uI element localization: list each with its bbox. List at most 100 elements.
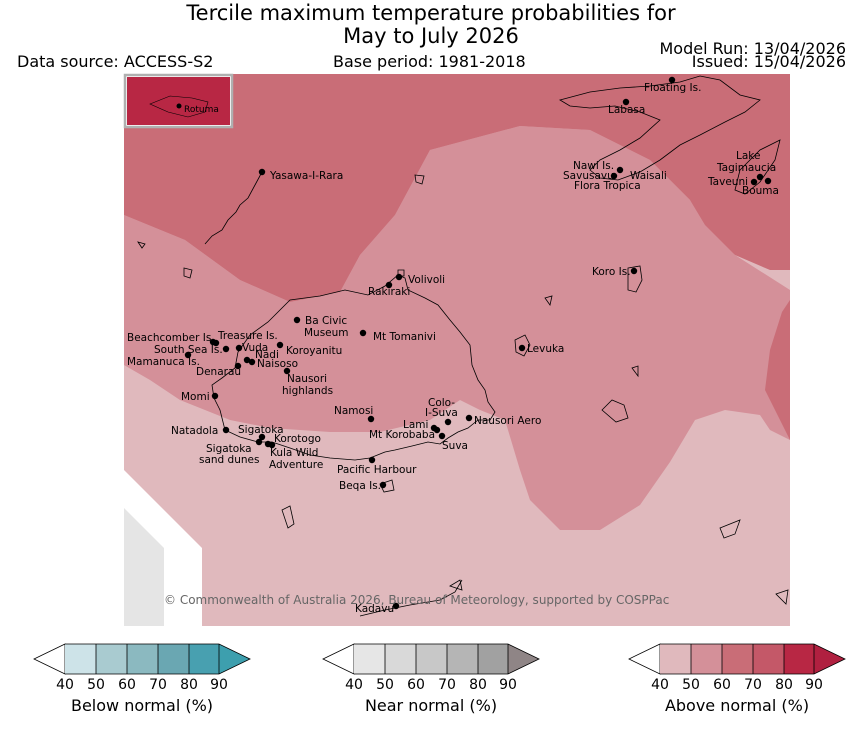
copyright-notice: © Commonwealth of Australia 2026, Bureau… — [164, 593, 669, 607]
chart-title: Tercile maximum temperature probabilitie… — [0, 2, 862, 48]
coastline-viti-levu — [211, 274, 496, 461]
legend-above-tick-90: 90 — [805, 677, 823, 693]
label-flora-tropica: Flora Tropica — [574, 180, 641, 192]
no-data-grey — [124, 508, 164, 626]
legend-above-tick-80: 80 — [775, 677, 793, 693]
legend-below: 40 50 60 70 80 90 Below normal (%) — [33, 643, 251, 715]
legend-below-outline — [65, 643, 251, 675]
label-south-sea-is: South Sea Is. — [154, 344, 223, 356]
legend-near-tick-70: 70 — [438, 677, 456, 693]
coastline-taveuni — [734, 139, 781, 195]
label-floating-is: Floating Is. — [644, 82, 701, 94]
legend-near-swatch-5 — [478, 644, 508, 674]
label-koroyanitu: Koroyanitu — [286, 345, 342, 357]
label-rotuma: Rotuma — [184, 105, 219, 115]
legend-below-tick-60: 60 — [118, 677, 136, 693]
label-lake: Lake — [736, 150, 760, 162]
label-lami: Lami — [403, 419, 428, 431]
model-run: Model Run: 13/04/2026 — [659, 39, 847, 58]
legend-above-swatch-4 — [753, 644, 784, 674]
label-levuka: Levuka — [527, 343, 564, 355]
label-denarau: Denarau — [196, 366, 241, 378]
label-tagimaucia: Tagimaucia — [716, 162, 776, 174]
legend-below-swatch-5 — [189, 644, 219, 674]
label-nausori-highlands-2: highlands — [282, 385, 333, 397]
label-beachcomber: Beachcomber Is. — [127, 332, 215, 344]
label-sigatoka-dunes-2: sand dunes — [199, 454, 259, 466]
label-pacific-harbour: Pacific Harbour — [337, 464, 417, 476]
label-colo-i-suva-2: I-Suva — [425, 407, 458, 419]
legend-below-swatch-2 — [96, 644, 127, 674]
legend-below-tick-40: 40 — [56, 677, 74, 693]
label-beqa-is: Beqa Is. — [339, 480, 381, 492]
zone-above-60-north — [124, 74, 790, 302]
legend-near-low-arrow — [322, 643, 355, 675]
label-treasure-is: Treasure Is. — [217, 330, 278, 342]
legend-near-swatch-2 — [385, 644, 416, 674]
label-mamanuca: Mamanuca Is. — [127, 356, 200, 368]
label-korotogo: Korotogo — [274, 433, 321, 445]
label-kula-wild-1: Kula Wild — [270, 447, 318, 459]
legend-below-high-arrow — [219, 644, 250, 674]
legend-above-outline — [660, 643, 846, 675]
legend-below-low-arrow — [33, 643, 66, 675]
label-mt-tomanivi: Mt Tomanivi — [373, 331, 436, 343]
legend-near-tick-80: 80 — [469, 677, 487, 693]
legend-above-tick-60: 60 — [713, 677, 731, 693]
rotuma-marker — [176, 103, 182, 109]
data-source: Data source: ACCESS-S2 — [17, 52, 214, 71]
label-naisoso: Naisoso — [257, 358, 298, 370]
legend-below-swatch-1 — [65, 644, 96, 674]
legend-near-tick-50: 50 — [376, 677, 394, 693]
legend-below-swatch-3 — [127, 644, 158, 674]
label-museum: Museum — [304, 327, 349, 339]
label-mt-korobaba: Mt Korobaba — [369, 429, 435, 441]
legend-above-tick-70: 70 — [744, 677, 762, 693]
inset-fill — [127, 77, 230, 125]
label-namosi: Namosi — [334, 405, 373, 417]
label-yasawa: Yasawa-I-Rara — [269, 170, 343, 182]
legend-near-high-arrow — [508, 644, 539, 674]
label-volivoli: Volivoli — [408, 274, 445, 286]
legend-above-title: Above normal (%) — [665, 696, 809, 715]
title-line-2: May to July 2026 — [343, 24, 519, 48]
rotuma-inset: Rotuma — [123, 73, 234, 129]
legend-near-swatch-1 — [354, 644, 385, 674]
coastline-koro — [627, 265, 643, 293]
legend-near-title: Near normal (%) — [365, 696, 497, 715]
label-kadavu: Kadavu — [355, 603, 394, 615]
label-colo-i-suva-1: Colo- — [428, 397, 455, 409]
zone-above-60-east — [765, 300, 790, 440]
legend-above-swatch-5 — [784, 644, 814, 674]
label-nadi: Nadi — [255, 349, 279, 361]
legend-above-high-arrow — [814, 644, 845, 674]
label-taveuni: Taveuni — [707, 176, 748, 188]
legend-near-outline — [354, 643, 540, 675]
legend-below-tick-90: 90 — [210, 677, 228, 693]
label-nausori-aero: Nausori Aero — [474, 415, 541, 427]
probability-map: Floating Is. Labasa Yasawa-I-Rara Nawi I… — [124, 74, 790, 626]
label-sigatoka-dunes-1: Sigatoka — [206, 443, 252, 455]
legend-above: 40 50 60 70 80 90 Above normal (%) — [628, 643, 846, 715]
place-labels: Floating Is. Labasa Yasawa-I-Rara Nawi I… — [127, 82, 779, 615]
label-waisali: Waisali — [630, 170, 667, 182]
coastlines — [137, 75, 789, 617]
legend-near-swatch-4 — [447, 644, 478, 674]
coastline-ovalau — [514, 334, 531, 357]
base-period: Base period: 1981-2018 — [333, 52, 526, 71]
legend-above-tick-40: 40 — [651, 677, 669, 693]
legend-above-swatch-1 — [660, 644, 691, 674]
label-nawi: Nawi Is. — [573, 160, 614, 172]
legend-near-tick-90: 90 — [499, 677, 517, 693]
label-momi: Momi — [181, 391, 210, 403]
label-koro-is: Koro Is. — [592, 266, 631, 278]
legend-below-tick-50: 50 — [87, 677, 105, 693]
legend-below-title: Below normal (%) — [71, 696, 213, 715]
legend-near-tick-40: 40 — [345, 677, 363, 693]
rotuma-coastline — [149, 95, 209, 118]
coastline-islets — [137, 174, 789, 605]
label-suva: Suva — [442, 440, 468, 452]
label-ba-civic: Ba Civic — [305, 315, 347, 327]
label-vuda: Vuda — [242, 342, 268, 354]
legend-above-low-arrow — [628, 643, 661, 675]
